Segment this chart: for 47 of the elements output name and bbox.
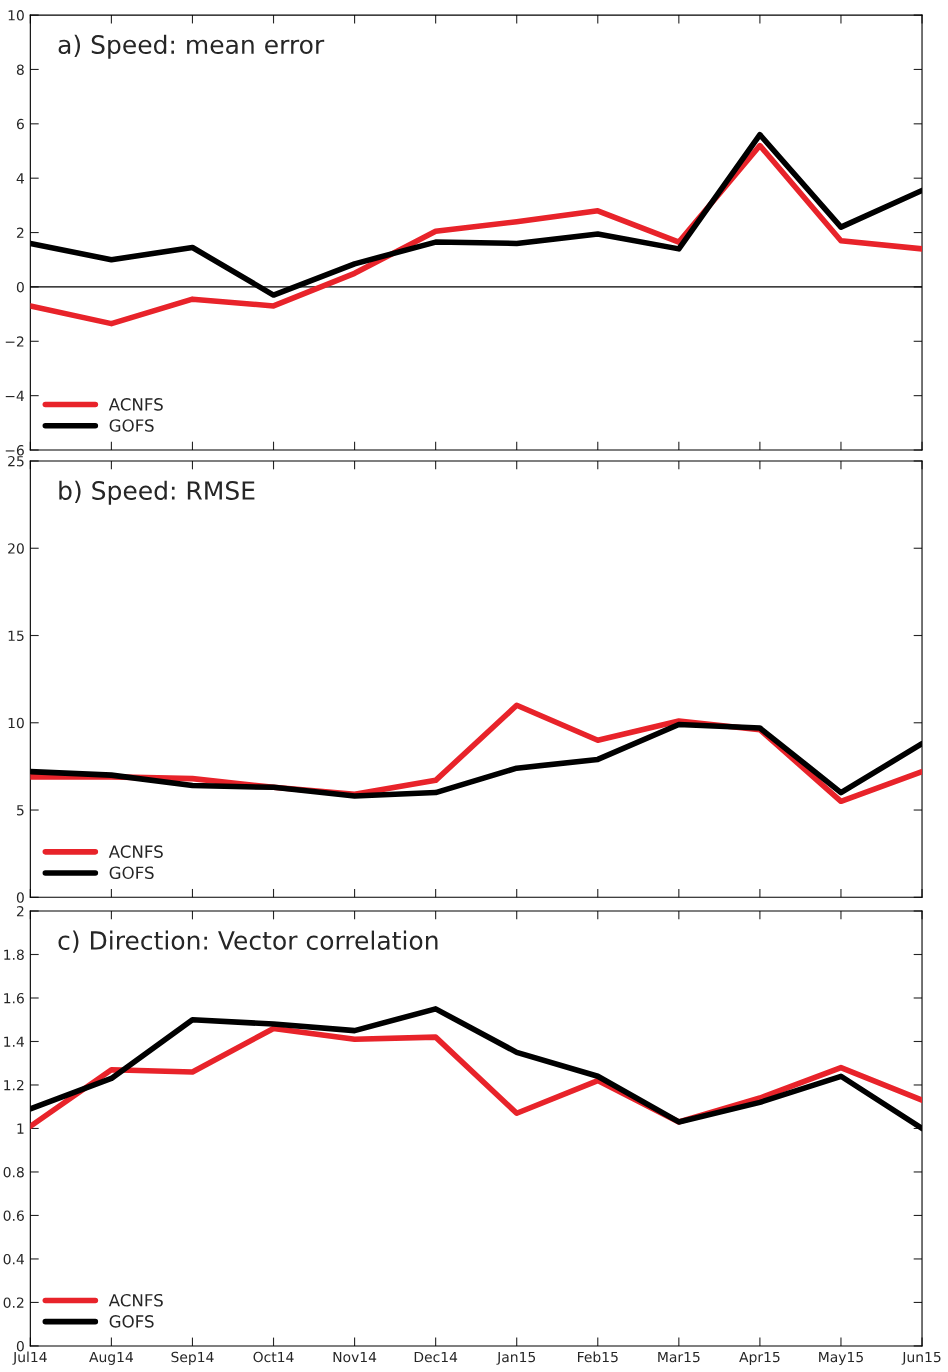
legend-label: GOFS — [109, 866, 154, 880]
x-tick-label: Aug14 — [89, 1351, 134, 1365]
text: b) Speed: RMSE — [59, 480, 255, 505]
y-tick-label: 0 — [16, 281, 24, 293]
legend-label: ACNFS — [108, 398, 163, 411]
y-tick-label: 0.6 — [3, 1210, 24, 1221]
y-tick-label: 0.4 — [3, 1253, 24, 1265]
text: a) Speed: mean error — [58, 34, 325, 59]
x-tick-label: Jan15 — [496, 1351, 536, 1365]
y-tick-label: 1.2 — [4, 1079, 24, 1091]
legend-label: ACNFS — [108, 1293, 163, 1307]
x-tick-label: Nov14 — [333, 1351, 377, 1363]
y-tick-label: −6 — [5, 444, 24, 456]
y-tick-label: 5 — [17, 805, 24, 816]
x-tick-label: Sep14 — [171, 1351, 214, 1365]
legend-label: ACNFS — [108, 845, 163, 858]
y-tick-label: −2 — [5, 336, 24, 347]
y-tick-label: −4 — [5, 390, 24, 401]
x-tick-label: Jun15 — [901, 1351, 941, 1365]
y-tick-label: 1.6 — [4, 992, 24, 1004]
y-tick-label: 25 — [8, 455, 24, 467]
legend-label: GOFS — [109, 1315, 154, 1328]
y-tick-label: 20 — [8, 543, 24, 554]
y-tick-label: 2 — [16, 905, 24, 917]
y-tick-label: 6 — [16, 118, 24, 130]
x-tick-label: Jul14 — [12, 1351, 47, 1365]
y-tick-label: 10 — [8, 10, 24, 21]
y-tick-label: 0 — [16, 1340, 24, 1352]
y-tick-label: 4 — [16, 173, 24, 184]
legend-label: GOFS — [109, 419, 154, 432]
x-tick-label: Apr15 — [739, 1351, 780, 1365]
y-tick-label: 10 — [8, 717, 24, 729]
y-tick-label: 2 — [16, 227, 24, 238]
x-tick-label: Dec14 — [414, 1351, 458, 1363]
y-tick-label: 0.8 — [3, 1166, 24, 1178]
y-tick-label: 1 — [17, 1123, 24, 1134]
text: c) Direction: Vector correlation — [58, 930, 438, 953]
x-tick-label: Feb15 — [578, 1351, 618, 1363]
y-tick-label: 15 — [8, 630, 24, 641]
y-tick-label: 0 — [16, 892, 24, 903]
x-tick-label: Mar15 — [658, 1351, 700, 1363]
y-tick-label: 1.4 — [4, 1036, 24, 1047]
x-tick-label: May15 — [819, 1351, 863, 1365]
x-tick-label: Oct14 — [253, 1351, 294, 1363]
y-tick-label: 1.8 — [4, 949, 24, 960]
y-tick-label: 0.2 — [3, 1297, 24, 1308]
y-tick-label: 8 — [16, 64, 24, 75]
